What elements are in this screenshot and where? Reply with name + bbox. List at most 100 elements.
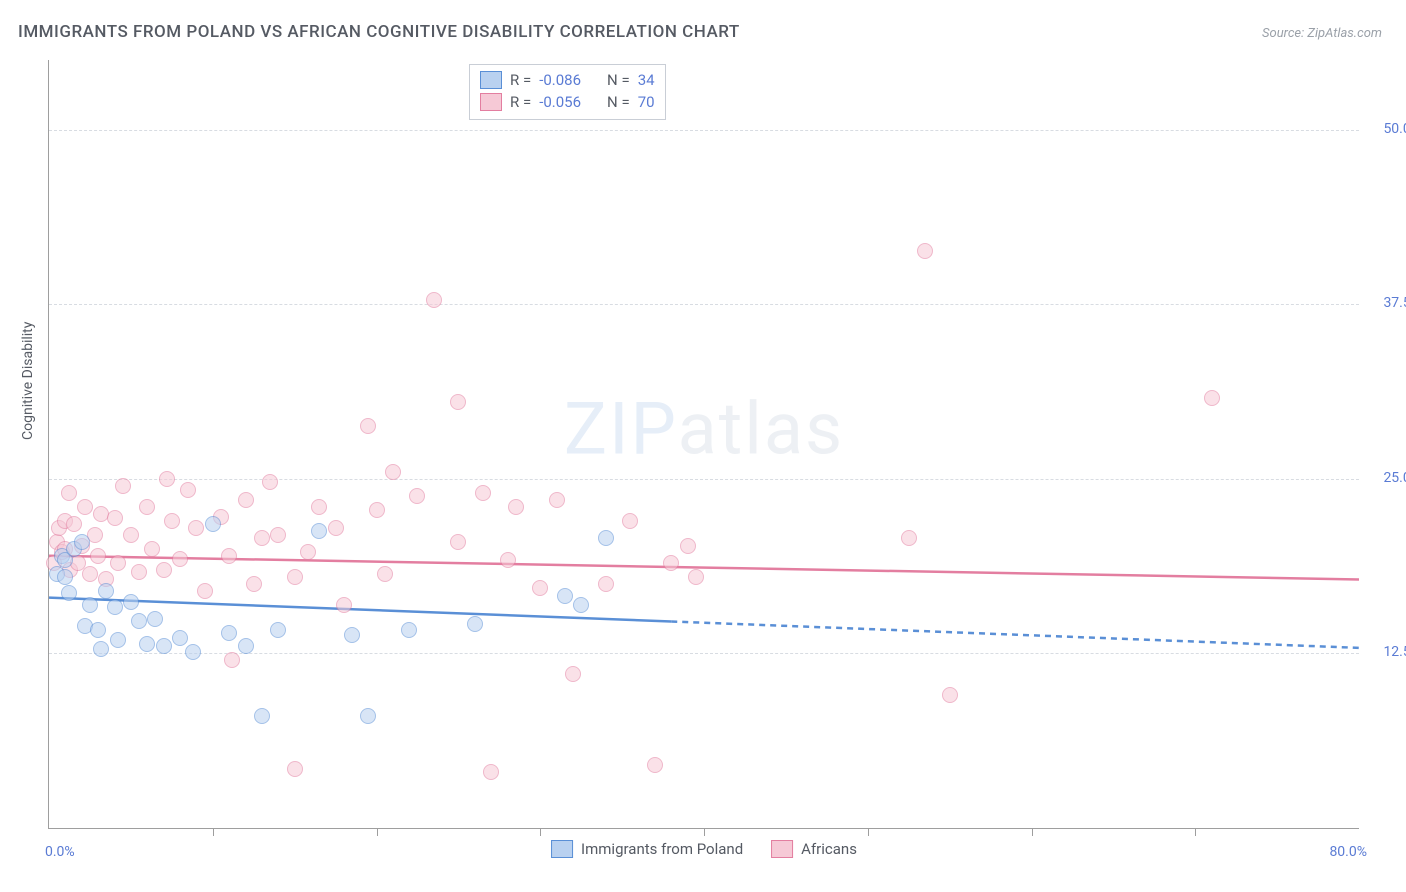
scatter-point-series2 [328, 520, 344, 536]
legend-swatch [480, 93, 502, 111]
scatter-point-series2 [66, 516, 82, 532]
scatter-point-series2 [107, 510, 123, 526]
scatter-point-series2 [180, 482, 196, 498]
scatter-point-series1 [573, 597, 589, 613]
scatter-point-series2 [197, 583, 213, 599]
gridline [49, 304, 1359, 305]
scatter-point-series1 [185, 644, 201, 660]
scatter-point-series1 [57, 569, 73, 585]
gridline [49, 479, 1359, 480]
y-tick-label: 50.0% [1367, 121, 1406, 137]
legend-item: Immigrants from Poland [551, 840, 743, 858]
scatter-point-series2 [377, 566, 393, 582]
scatter-point-series1 [344, 627, 360, 643]
scatter-point-series2 [262, 474, 278, 490]
scatter-point-series2 [270, 527, 286, 543]
scatter-point-series2 [287, 761, 303, 777]
scatter-point-series1 [147, 611, 163, 627]
scatter-point-series1 [107, 599, 123, 615]
y-tick-label: 12.5% [1367, 644, 1406, 660]
legend-row: R =-0.056N =70 [480, 91, 655, 113]
legend-series: Immigrants from Poland Africans [551, 840, 857, 858]
gridline [49, 130, 1359, 131]
scatter-point-series2 [409, 488, 425, 504]
scatter-point-series2 [508, 499, 524, 515]
x-tick [704, 828, 705, 836]
scatter-point-series1 [467, 616, 483, 632]
legend-label: Africans [801, 840, 857, 858]
x-axis-start-label: 0.0% [45, 844, 75, 860]
scatter-point-series1 [98, 583, 114, 599]
scatter-point-series2 [311, 499, 327, 515]
scatter-point-series2 [532, 580, 548, 596]
scatter-point-series2 [164, 513, 180, 529]
trend-lines-layer [49, 60, 1359, 828]
scatter-point-series2 [123, 527, 139, 543]
scatter-point-series2 [917, 243, 933, 259]
scatter-point-series1 [205, 516, 221, 532]
y-tick-label: 25.0% [1367, 470, 1406, 486]
scatter-point-series2 [680, 538, 696, 554]
scatter-point-series2 [426, 292, 442, 308]
scatter-point-series2 [82, 566, 98, 582]
scatter-point-series2 [156, 562, 172, 578]
scatter-point-series2 [549, 492, 565, 508]
legend-swatch [480, 71, 502, 89]
source-attribution: Source: ZipAtlas.com [1262, 26, 1382, 41]
y-tick-label: 37.5% [1367, 295, 1406, 311]
scatter-point-series2 [598, 576, 614, 592]
x-tick [1032, 828, 1033, 836]
scatter-point-series2 [110, 555, 126, 571]
scatter-point-series1 [61, 585, 77, 601]
scatter-point-series1 [139, 636, 155, 652]
scatter-point-series2 [942, 687, 958, 703]
scatter-point-series2 [663, 555, 679, 571]
scatter-point-series1 [90, 622, 106, 638]
scatter-point-series1 [172, 630, 188, 646]
scatter-point-series2 [300, 544, 316, 560]
y-axis-label: Cognitive Disability [20, 322, 36, 440]
scatter-point-series2 [246, 576, 262, 592]
x-tick [1195, 828, 1196, 836]
scatter-point-series2 [287, 569, 303, 585]
legend-item: Africans [771, 840, 857, 858]
chart-plot-area: ZIPatlas R =-0.086N =34R =-0.056N =70 Im… [48, 60, 1359, 829]
scatter-point-series2 [188, 520, 204, 536]
scatter-point-series2 [336, 597, 352, 613]
scatter-point-series2 [450, 534, 466, 550]
x-tick [868, 828, 869, 836]
scatter-point-series1 [557, 588, 573, 604]
scatter-point-series2 [224, 652, 240, 668]
scatter-point-series2 [238, 492, 254, 508]
scatter-point-series1 [221, 625, 237, 641]
scatter-point-series2 [901, 530, 917, 546]
trend-line [671, 621, 1359, 647]
x-tick [213, 828, 214, 836]
scatter-point-series1 [123, 594, 139, 610]
scatter-point-series1 [360, 708, 376, 724]
scatter-point-series2 [385, 464, 401, 480]
scatter-point-series2 [139, 499, 155, 515]
legend-row: R =-0.086N =34 [480, 69, 655, 91]
scatter-point-series2 [483, 764, 499, 780]
scatter-point-series2 [90, 548, 106, 564]
legend-correlation: R =-0.086N =34R =-0.056N =70 [469, 64, 666, 120]
scatter-point-series1 [74, 534, 90, 550]
scatter-point-series1 [401, 622, 417, 638]
x-axis-end-label: 80.0% [1329, 844, 1367, 860]
scatter-point-series2 [647, 757, 663, 773]
scatter-point-series1 [82, 597, 98, 613]
scatter-point-series2 [221, 548, 237, 564]
scatter-point-series2 [450, 394, 466, 410]
scatter-point-series2 [115, 478, 131, 494]
scatter-point-series1 [311, 523, 327, 539]
scatter-point-series2 [565, 666, 581, 682]
scatter-point-series2 [159, 471, 175, 487]
scatter-point-series1 [131, 613, 147, 629]
scatter-point-series1 [93, 641, 109, 657]
x-tick [377, 828, 378, 836]
scatter-point-series2 [254, 530, 270, 546]
scatter-point-series2 [77, 499, 93, 515]
scatter-point-series1 [254, 708, 270, 724]
scatter-point-series1 [598, 530, 614, 546]
